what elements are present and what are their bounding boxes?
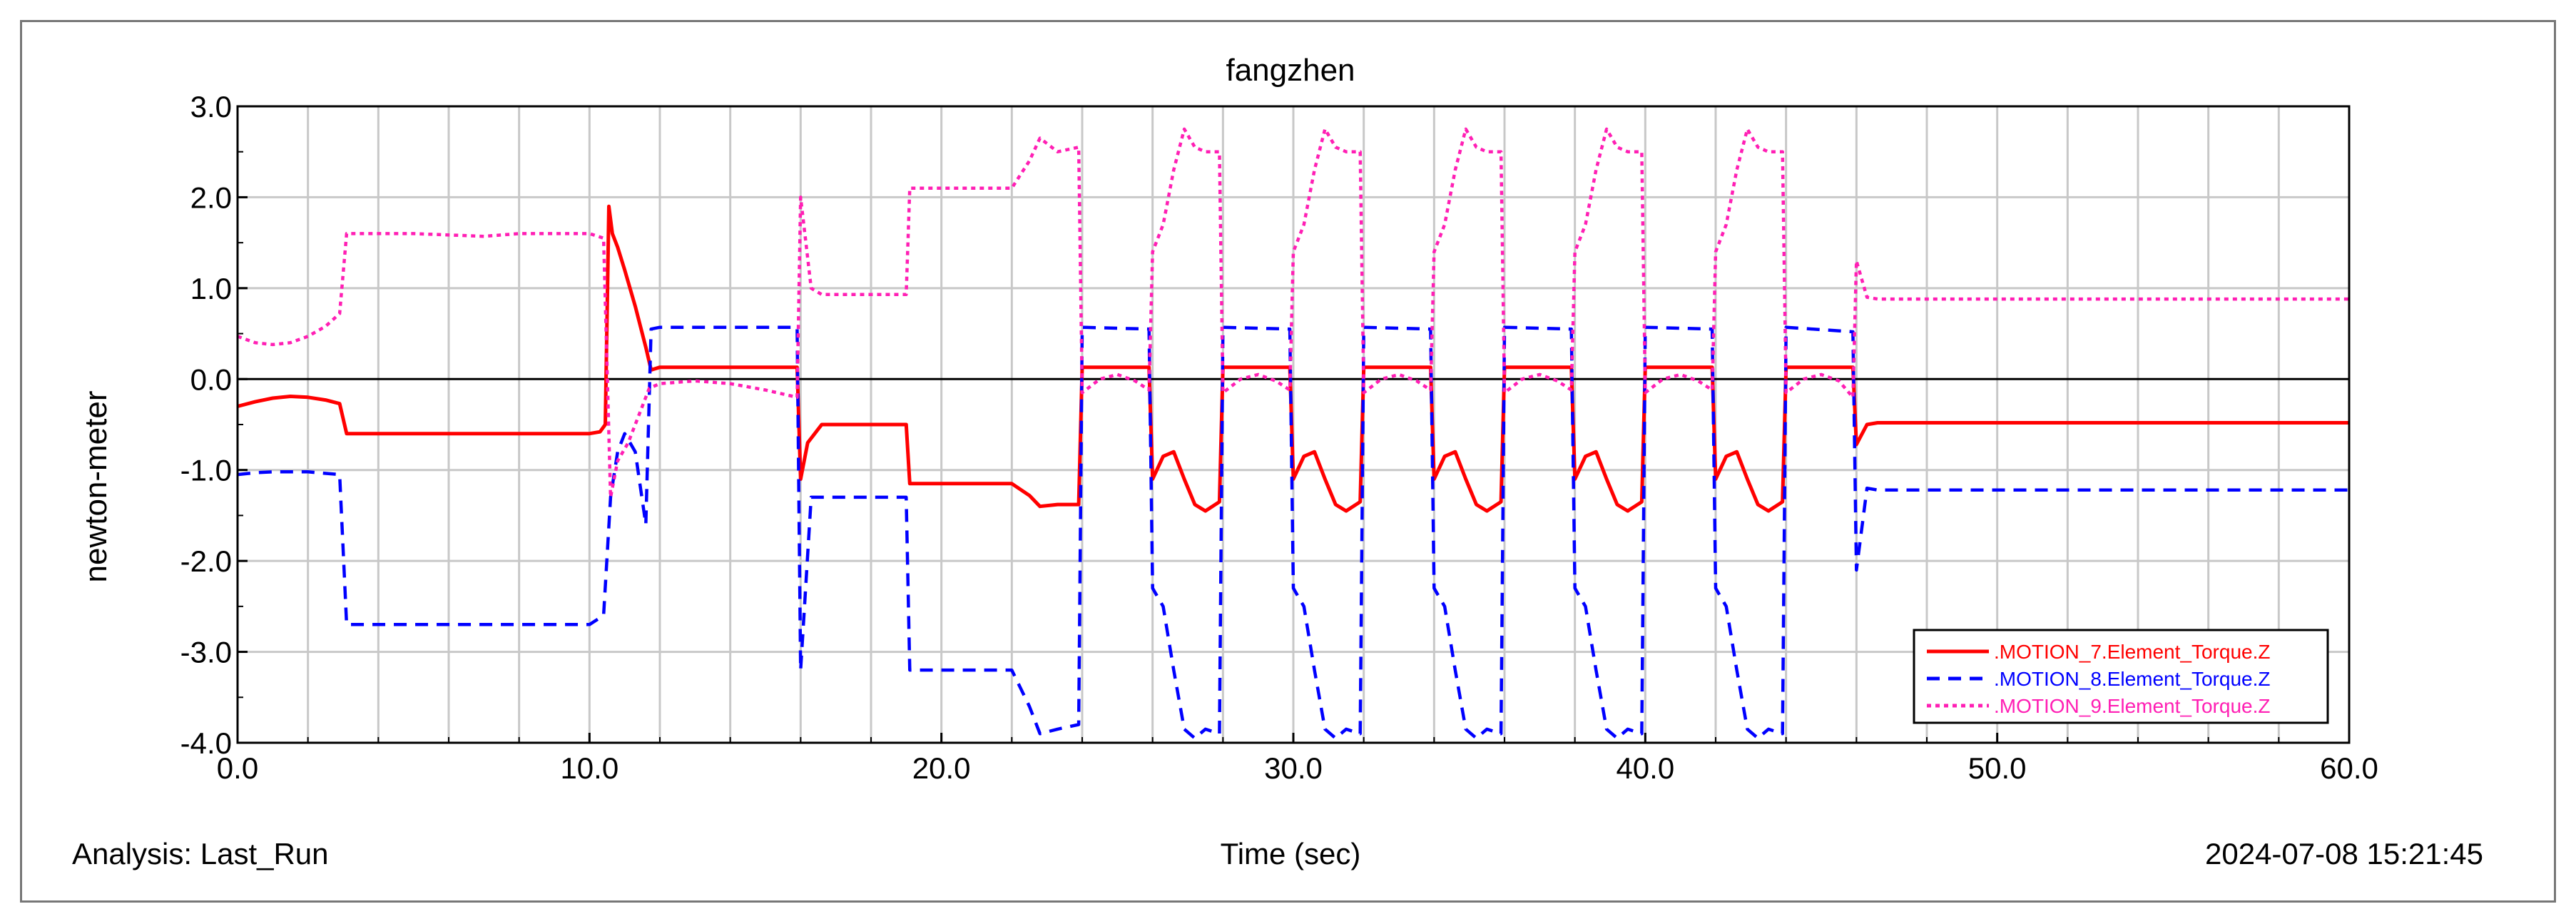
y-tick-label: 3.0 <box>190 90 232 123</box>
legend-label-1: .MOTION_7.Element_Torque.Z <box>1994 641 2270 663</box>
legend-box <box>1913 629 2329 724</box>
chart-svg: fangzhen newton-meter Time (sec) Analysi… <box>72 53 2483 870</box>
chart-frame: fangzhen newton-meter Time (sec) Analysi… <box>20 20 2556 903</box>
x-tick-label: 0.0 <box>217 751 258 785</box>
analysis-label: Analysis: Last_Run <box>72 837 329 870</box>
y-tick-label: 1.0 <box>190 272 232 305</box>
chart-title: fangzhen <box>1226 53 1355 88</box>
x-axis-label: Time (sec) <box>1221 837 1361 870</box>
y-tick-label: -4.0 <box>180 726 232 760</box>
legend-label-2: .MOTION_8.Element_Torque.Z <box>1994 668 2270 690</box>
y-tick-label: -2.0 <box>180 544 232 578</box>
series-line-3 <box>237 127 2349 499</box>
x-tick-label: 50.0 <box>1968 751 2027 785</box>
y-axis-label: newton-meter <box>78 390 113 582</box>
y-tick-label: -3.0 <box>180 636 232 669</box>
x-tick-label: 60.0 <box>2320 751 2378 785</box>
series-layer <box>237 127 2349 740</box>
tick-labels: 3.02.01.00.0-1.0-2.0-3.0-4.00.0 10.0 20.0 3… <box>180 90 2378 785</box>
series-line-2 <box>237 325 2349 740</box>
axes <box>236 105 2351 744</box>
x-tick-label: 30.0 <box>1264 751 1323 785</box>
y-tick-label: 2.0 <box>190 181 232 214</box>
y-tick-label: 0.0 <box>190 362 232 396</box>
timestamp-label: 2024-07-08 15:21:45 <box>2205 837 2483 870</box>
x-tick-label: 20.0 <box>912 751 971 785</box>
x-tick-label: 40.0 <box>1616 751 1674 785</box>
legend-label-3: .MOTION_9.Element_Torque.Z <box>1994 695 2270 717</box>
y-tick-label: -1.0 <box>180 454 232 487</box>
x-tick-label: 10.0 <box>560 751 618 785</box>
legend: .MOTION_7.Element_Torque.Z .MOTION_8.Elem… <box>1913 629 2329 724</box>
